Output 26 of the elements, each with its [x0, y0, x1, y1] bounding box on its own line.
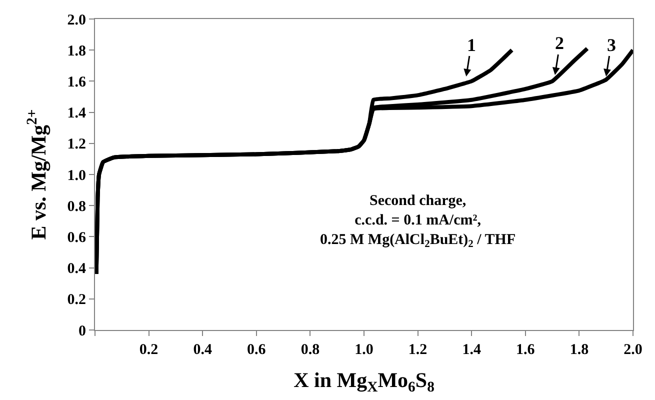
- y-tick-label: 0.4: [67, 261, 86, 278]
- y-tick-label: 1.2: [67, 136, 86, 153]
- annotation: 3: [607, 35, 616, 55]
- x-tick-label: 1.4: [462, 342, 482, 358]
- x-tick-label: 1.8: [570, 342, 589, 358]
- y-tick-label: 1.4: [67, 106, 86, 122]
- x-tick-label: 1.0: [354, 342, 374, 358]
- x-tick-label: 2.0: [624, 342, 642, 358]
- y-tick-label: 0: [78, 323, 86, 340]
- y-tick-label: 0.6: [67, 230, 86, 246]
- x-tick-label: 0.2: [139, 342, 158, 358]
- x-tick-label: 0.6: [247, 342, 266, 358]
- x-tick-label: 0.4: [193, 342, 212, 358]
- y-tick-label: 0.8: [67, 198, 86, 215]
- x-axis-title: X in Mg$_{X}$Mo$_{6}$S$_{8}$: [294, 368, 434, 396]
- y-tick-label: 1.6: [67, 74, 86, 90]
- annotation: 2: [555, 33, 564, 53]
- y-tick-label: 1.8: [67, 43, 86, 60]
- y-tick-label: 2.0: [67, 12, 86, 28]
- annotation: Second charge, c.c.d. = 0.1 mA/cm², 0.25 M Mg(AlCl$_{2}$BuEt)$_{2}$ / THF: [320, 193, 516, 250]
- x-tick-label: 1.2: [408, 342, 428, 358]
- x-tick-label: 0.8: [300, 342, 320, 358]
- y-tick-label: 1.0: [67, 168, 86, 184]
- annotation: 1: [467, 35, 476, 55]
- y-tick-label: 0.2: [67, 292, 86, 308]
- x-tick-label: 1.6: [516, 342, 536, 358]
